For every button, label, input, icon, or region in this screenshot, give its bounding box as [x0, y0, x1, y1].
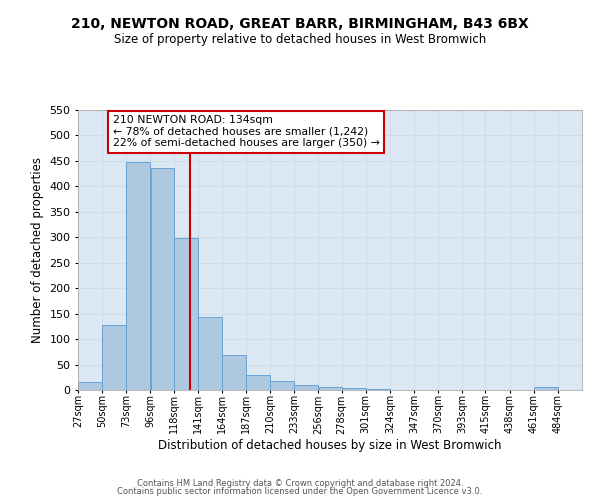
Text: Contains public sector information licensed under the Open Government Licence v3: Contains public sector information licen…	[118, 487, 482, 496]
Bar	[198, 316, 221, 390]
Bar	[319, 388, 343, 390]
Text: 210 NEWTON ROAD: 134sqm
← 78% of detached houses are smaller (1,242)
22% of semi: 210 NEWTON ROAD: 134sqm ← 78% of detache…	[113, 115, 380, 148]
Bar	[222, 356, 246, 390]
Bar	[151, 168, 175, 390]
Bar	[342, 388, 365, 390]
Bar	[534, 388, 557, 390]
Bar	[295, 385, 318, 390]
Bar	[127, 162, 150, 390]
Bar	[78, 382, 102, 390]
Text: Contains HM Land Registry data © Crown copyright and database right 2024.: Contains HM Land Registry data © Crown c…	[137, 478, 463, 488]
Bar	[271, 382, 294, 390]
Text: Size of property relative to detached houses in West Bromwich: Size of property relative to detached ho…	[114, 32, 486, 46]
Bar	[103, 325, 126, 390]
Text: 210, NEWTON ROAD, GREAT BARR, BIRMINGHAM, B43 6BX: 210, NEWTON ROAD, GREAT BARR, BIRMINGHAM…	[71, 18, 529, 32]
X-axis label: Distribution of detached houses by size in West Bromwich: Distribution of detached houses by size …	[158, 439, 502, 452]
Bar	[246, 375, 270, 390]
Bar	[174, 238, 197, 390]
Y-axis label: Number of detached properties: Number of detached properties	[31, 157, 44, 343]
